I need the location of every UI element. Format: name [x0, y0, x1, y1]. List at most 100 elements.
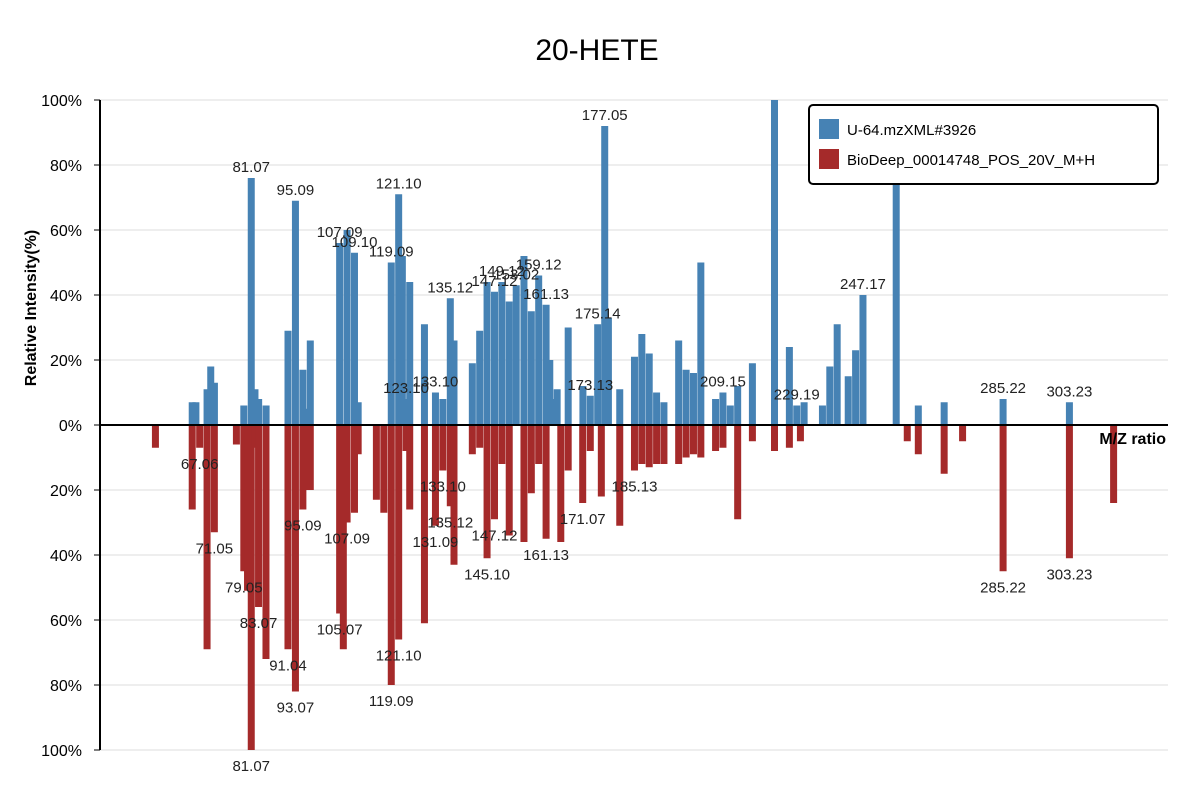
query-bar	[439, 399, 447, 425]
reference-bar	[697, 425, 705, 458]
query-bar	[527, 311, 535, 425]
query-bar	[387, 262, 395, 425]
reference-bar	[483, 425, 491, 559]
legend-label-reference: BioDeep_00014748_POS_20V_M+H	[847, 152, 1095, 169]
reference-bar	[520, 425, 528, 542]
query-peak-label: 149.12	[479, 263, 525, 280]
reference-peak-label: 79.05	[225, 579, 263, 596]
reference-bar	[299, 425, 307, 510]
query-peak-label: 247.17	[840, 276, 886, 293]
reference-bar	[343, 425, 351, 523]
query-bar	[240, 405, 248, 425]
query-bar	[203, 389, 211, 425]
reference-bar	[196, 425, 204, 448]
reference-peak-label: 107.09	[324, 531, 370, 548]
reference-bar	[284, 425, 292, 650]
query-bar	[406, 282, 414, 425]
reference-peak-label: 131.09	[413, 534, 459, 551]
reference-bar	[247, 425, 255, 750]
reference-bar	[630, 425, 638, 471]
query-bar	[398, 256, 406, 425]
reference-bar	[785, 425, 793, 448]
reference-bar	[203, 425, 211, 650]
reference-bar	[372, 425, 380, 500]
reference-peak-label: 81.07	[232, 758, 270, 775]
reference-peak-label: 147.12	[472, 527, 518, 544]
reference-peak-label: 83.07	[240, 615, 278, 632]
reference-peak-label: 161.13	[523, 547, 569, 564]
query-bar	[999, 399, 1007, 425]
reference-peak-label: 285.22	[980, 579, 1026, 596]
reference-bar	[476, 425, 484, 448]
query-bar	[505, 301, 513, 425]
query-bar	[306, 340, 314, 425]
query-peak-label: 121.10	[376, 175, 422, 192]
y-tick-label: 100%	[41, 743, 82, 760]
reference-peak-label: 95.09	[284, 518, 322, 535]
x-axis-label: M/Z ratio	[1099, 431, 1166, 448]
y-tick-label: 0%	[59, 418, 82, 435]
y-tick-label: 40%	[50, 548, 82, 565]
query-bar	[1065, 402, 1073, 425]
query-bar	[299, 369, 307, 425]
query-bar	[255, 399, 263, 425]
query-bar	[630, 356, 638, 425]
reference-peak-label: 67.06	[181, 456, 219, 473]
reference-bar	[395, 425, 403, 640]
reference-bar	[597, 425, 605, 497]
query-bar	[402, 399, 410, 425]
query-bar	[914, 405, 922, 425]
query-bar	[207, 366, 215, 425]
reference-bar	[682, 425, 690, 458]
reference-bar	[498, 425, 506, 464]
reference-bar	[719, 425, 727, 448]
query-bar	[712, 399, 720, 425]
query-bar	[542, 304, 550, 425]
reference-bar	[336, 425, 344, 614]
query-bar	[450, 340, 458, 425]
reference-bar	[796, 425, 804, 442]
query-peak-label: 303.23	[1046, 383, 1092, 400]
reference-bar	[505, 425, 513, 536]
query-bar	[818, 405, 826, 425]
query-bar	[564, 327, 572, 425]
y-tick-label: 20%	[50, 483, 82, 500]
reference-bar	[771, 425, 778, 451]
reference-bar	[653, 425, 661, 464]
query-bar	[734, 386, 742, 425]
query-bar	[771, 100, 778, 425]
query-bar	[892, 152, 900, 425]
query-bar	[284, 330, 292, 425]
query-bar	[354, 402, 362, 425]
query-peak-label: 81.07	[232, 159, 270, 176]
query-bar	[431, 392, 439, 425]
query-bar	[660, 402, 668, 425]
query-bar	[852, 350, 860, 425]
query-peak-label: 123.10	[383, 380, 429, 397]
reference-bar	[188, 425, 196, 510]
reference-peak-label: 93.07	[277, 700, 315, 717]
query-peak-label: 109.10	[332, 234, 378, 251]
reference-bar	[712, 425, 720, 451]
query-bar	[579, 386, 587, 425]
reference-bar	[306, 425, 314, 490]
query-bar	[616, 389, 624, 425]
legend-swatch-reference	[819, 149, 839, 169]
y-tick-label: 20%	[50, 353, 82, 370]
query-bar	[697, 262, 705, 425]
reference-peak-label: 121.10	[376, 648, 422, 665]
reference-bar	[616, 425, 624, 526]
reference-bar	[262, 425, 270, 659]
query-peak-label: 177.05	[582, 107, 628, 124]
query-bar	[826, 366, 834, 425]
reference-bar	[527, 425, 535, 494]
query-bar	[689, 373, 697, 425]
query-bar	[535, 275, 543, 425]
reference-bar	[402, 425, 410, 451]
reference-bar	[542, 425, 550, 539]
query-bar	[859, 295, 867, 425]
query-bar	[192, 402, 200, 425]
query-bar	[844, 376, 852, 425]
reference-bar	[350, 425, 358, 513]
